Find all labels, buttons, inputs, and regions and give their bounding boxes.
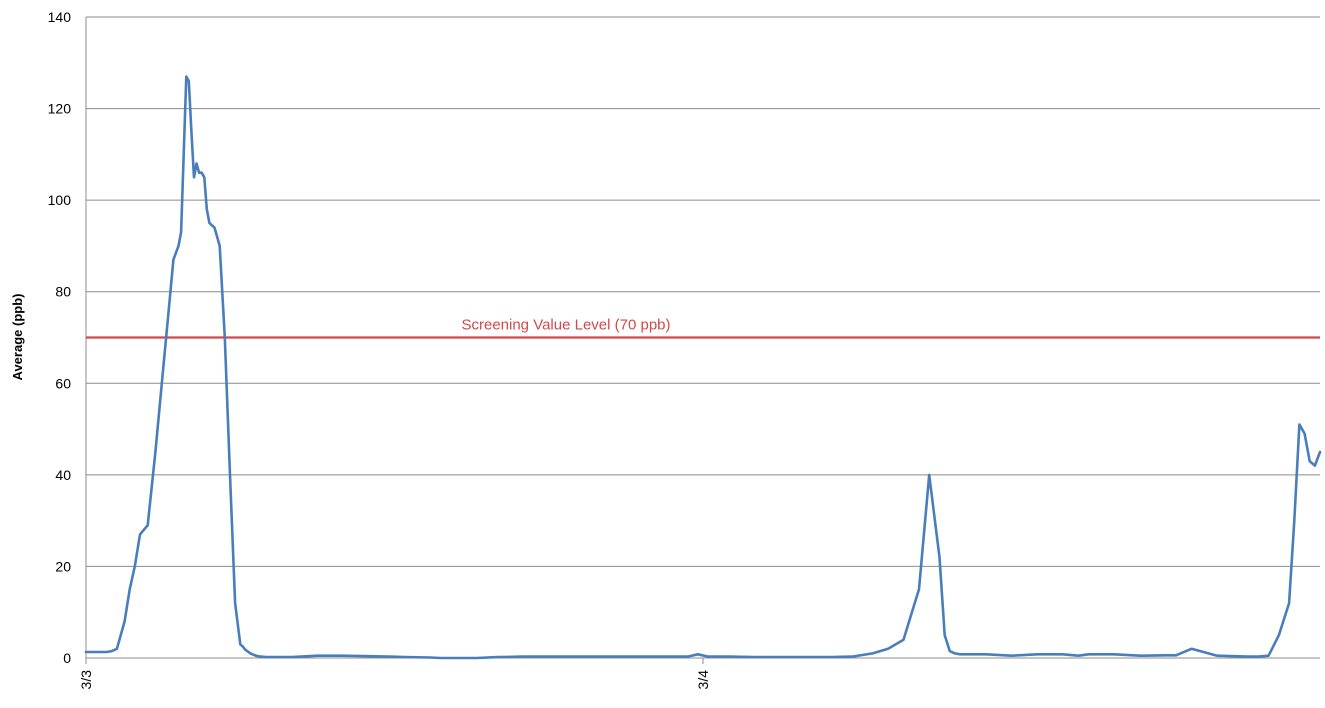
y-tick-label-0: 0 xyxy=(63,650,71,666)
y-tick-label-100: 100 xyxy=(48,192,72,208)
y-tick-label-140: 140 xyxy=(48,9,72,25)
reference-line-label: Screening Value Level (70 ppb) xyxy=(461,317,670,334)
y-tick-label-40: 40 xyxy=(55,467,71,483)
y-axis-title: Average (ppb) xyxy=(10,294,25,381)
x-tick-label-3-3: 3/3 xyxy=(78,670,94,690)
y-tick-label-80: 80 xyxy=(55,284,71,300)
series-line-average xyxy=(84,75,1322,660)
x-tick-label-3-4: 3/4 xyxy=(695,670,711,690)
y-tick-label-120: 120 xyxy=(48,101,72,117)
y-tick-label-20: 20 xyxy=(55,558,71,574)
gridlines xyxy=(86,16,1320,567)
x-axis-tick-labels: 3/3 3/4 xyxy=(78,658,711,689)
y-tick-label-60: 60 xyxy=(55,375,71,391)
y-axis-tick-labels: 0 20 40 60 80 100 120 140 xyxy=(48,9,72,666)
